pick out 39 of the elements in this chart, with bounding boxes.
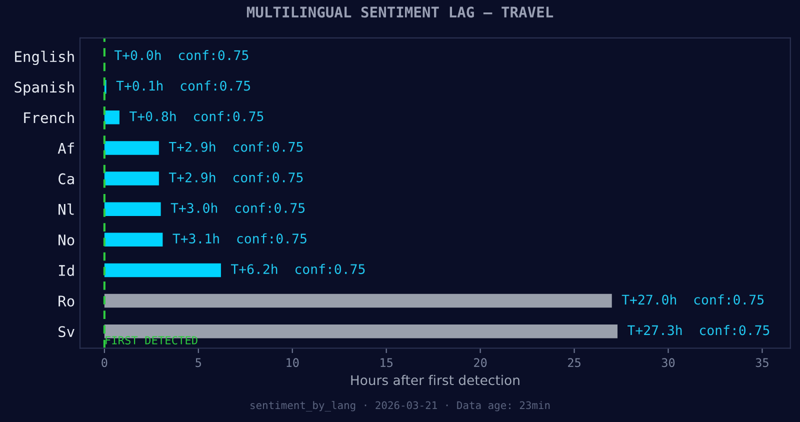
- bar: [104, 232, 163, 247]
- y-tick-label: Nl: [58, 204, 74, 215]
- x-tick-label: 20: [474, 358, 487, 368]
- data-label: T+27.3h conf:0.75: [628, 324, 770, 336]
- data-label: T+3.1h conf:0.75: [172, 233, 306, 244]
- y-tick-label: Spanish: [14, 81, 74, 96]
- y-tick-label: French: [24, 112, 74, 124]
- data-label: T+3.0h conf:0.75: [170, 202, 305, 213]
- x-axis-title: Hours after first detection: [351, 374, 520, 386]
- ref-line-label: FIRST DETECTED: [106, 336, 198, 344]
- y-tick-label: English: [15, 50, 74, 66]
- x-tick-label: 15: [380, 358, 392, 368]
- data-label: T+0.0h conf:0.75: [114, 50, 248, 60]
- y-tick-label: No: [58, 234, 74, 246]
- data-label: T+2.9h conf:0.75: [168, 142, 303, 152]
- y-tick-label: Af: [58, 142, 74, 154]
- bar: [104, 202, 161, 216]
- x-tick-label: 5: [196, 358, 202, 368]
- data-label: T+0.8h conf:0.75: [129, 111, 264, 122]
- bar: [104, 263, 221, 278]
- y-tick-label: Ro: [58, 296, 74, 307]
- x-tick-label: 30: [662, 358, 675, 368]
- bar: [104, 141, 159, 155]
- bar: [104, 110, 120, 124]
- y-tick-label: Sv: [58, 326, 74, 338]
- x-tick-label: 0: [102, 358, 108, 368]
- text: sentiment_by_lang · 2026-03-21 · Data age: 23min: [250, 401, 550, 412]
- bar: [104, 294, 612, 308]
- data-label: T+2.9h conf:0.75: [168, 172, 303, 182]
- data-label: T+0.1h conf:0.75: [116, 80, 250, 91]
- x-tick-label: 35: [756, 358, 768, 368]
- chart-title: MULTILINGUAL SENTIMENT LAG — TRAVEL: [246, 6, 554, 18]
- x-tick-label: 10: [286, 358, 299, 368]
- bar: [104, 172, 159, 186]
- data-label: T+6.2h conf:0.75: [230, 264, 365, 274]
- y-tick-label: Id: [59, 264, 74, 276]
- data-label: T+27.0h conf:0.75: [622, 294, 764, 305]
- y-tick-label: Ca: [58, 173, 74, 184]
- x-tick-label: 25: [568, 358, 580, 368]
